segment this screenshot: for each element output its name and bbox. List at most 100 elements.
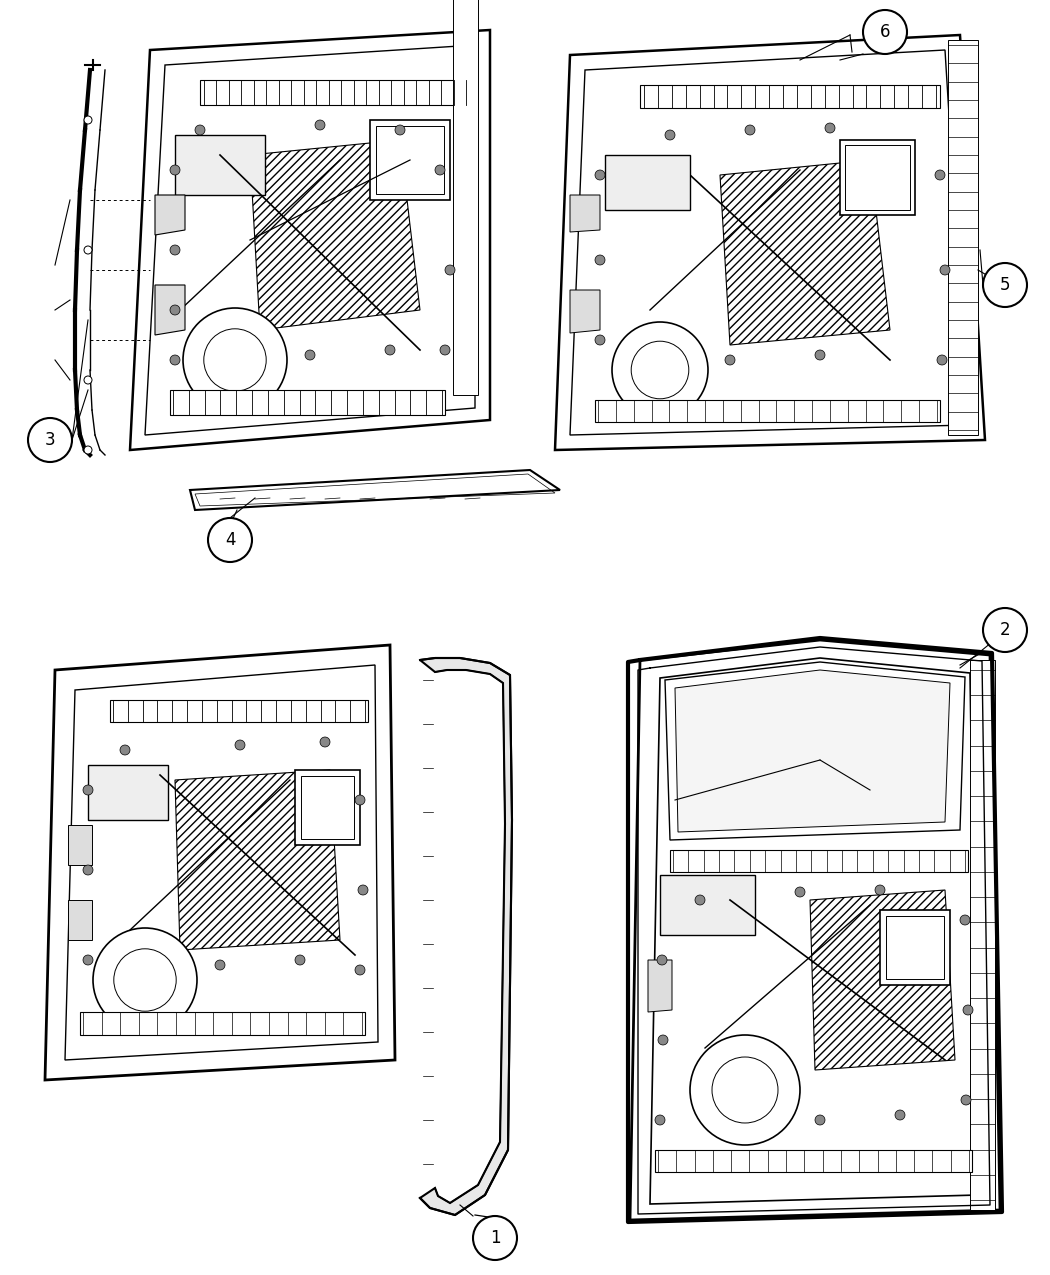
Circle shape bbox=[395, 125, 405, 135]
Circle shape bbox=[83, 955, 93, 965]
Circle shape bbox=[895, 1111, 905, 1119]
Circle shape bbox=[113, 949, 176, 1011]
Circle shape bbox=[960, 915, 970, 924]
Text: 1: 1 bbox=[489, 1229, 500, 1247]
Circle shape bbox=[315, 120, 326, 130]
Circle shape bbox=[355, 965, 365, 975]
Bar bbox=[880, 910, 950, 986]
Circle shape bbox=[875, 885, 885, 895]
Circle shape bbox=[84, 446, 92, 454]
Polygon shape bbox=[665, 662, 965, 840]
Circle shape bbox=[84, 246, 92, 254]
Circle shape bbox=[963, 1005, 973, 1015]
Bar bbox=[376, 126, 444, 194]
Circle shape bbox=[215, 960, 225, 970]
Polygon shape bbox=[175, 770, 340, 950]
Circle shape bbox=[208, 518, 252, 562]
Circle shape bbox=[195, 125, 205, 135]
Bar bbox=[453, 0, 478, 395]
Polygon shape bbox=[190, 470, 560, 510]
Circle shape bbox=[595, 170, 605, 180]
Polygon shape bbox=[45, 645, 395, 1080]
Circle shape bbox=[435, 164, 445, 175]
Circle shape bbox=[235, 740, 245, 750]
Polygon shape bbox=[68, 825, 92, 864]
Circle shape bbox=[983, 263, 1027, 307]
Circle shape bbox=[358, 885, 367, 895]
Text: 4: 4 bbox=[225, 530, 235, 550]
Polygon shape bbox=[155, 195, 185, 235]
Polygon shape bbox=[648, 960, 672, 1012]
Polygon shape bbox=[570, 289, 600, 333]
Circle shape bbox=[631, 342, 689, 399]
Circle shape bbox=[746, 125, 755, 135]
Polygon shape bbox=[570, 195, 600, 232]
Circle shape bbox=[815, 351, 825, 360]
Bar bbox=[660, 875, 755, 935]
Bar bbox=[295, 770, 360, 845]
Polygon shape bbox=[155, 286, 185, 335]
Text: 6: 6 bbox=[880, 23, 890, 41]
Polygon shape bbox=[68, 900, 92, 940]
Circle shape bbox=[658, 1035, 668, 1046]
Text: 5: 5 bbox=[1000, 275, 1010, 295]
Circle shape bbox=[83, 864, 93, 875]
Bar bbox=[886, 915, 944, 979]
Circle shape bbox=[93, 928, 197, 1031]
Circle shape bbox=[937, 354, 947, 365]
Bar bbox=[200, 80, 470, 105]
Circle shape bbox=[472, 1216, 517, 1260]
Polygon shape bbox=[555, 34, 985, 450]
Bar bbox=[80, 1012, 365, 1035]
Bar bbox=[175, 135, 265, 195]
Bar bbox=[655, 1150, 972, 1172]
Text: 3: 3 bbox=[45, 431, 56, 449]
Circle shape bbox=[665, 130, 675, 140]
Polygon shape bbox=[130, 31, 490, 450]
Circle shape bbox=[825, 122, 835, 133]
Circle shape bbox=[612, 323, 708, 418]
Bar bbox=[640, 85, 940, 108]
Circle shape bbox=[712, 1057, 778, 1123]
Circle shape bbox=[120, 745, 130, 755]
Circle shape bbox=[595, 255, 605, 265]
Circle shape bbox=[304, 351, 315, 360]
Circle shape bbox=[83, 785, 93, 796]
Bar bbox=[88, 765, 168, 820]
Bar bbox=[840, 140, 915, 215]
Polygon shape bbox=[720, 159, 890, 346]
Circle shape bbox=[170, 354, 180, 365]
Circle shape bbox=[815, 1116, 825, 1125]
Bar bbox=[595, 400, 940, 422]
Circle shape bbox=[795, 887, 805, 898]
Circle shape bbox=[863, 10, 907, 54]
Circle shape bbox=[170, 164, 180, 175]
Circle shape bbox=[724, 354, 735, 365]
Circle shape bbox=[655, 1116, 665, 1125]
Text: 2: 2 bbox=[1000, 621, 1010, 639]
Circle shape bbox=[385, 346, 395, 354]
Circle shape bbox=[440, 346, 450, 354]
Bar bbox=[948, 40, 978, 435]
Bar bbox=[845, 145, 910, 210]
Bar bbox=[670, 850, 968, 872]
Circle shape bbox=[690, 1035, 800, 1145]
Circle shape bbox=[657, 955, 667, 965]
Circle shape bbox=[183, 309, 287, 412]
Circle shape bbox=[445, 265, 455, 275]
Bar bbox=[970, 660, 995, 1210]
Circle shape bbox=[595, 335, 605, 346]
Circle shape bbox=[295, 955, 304, 965]
Circle shape bbox=[355, 796, 365, 805]
Polygon shape bbox=[250, 140, 420, 330]
Polygon shape bbox=[420, 658, 512, 1215]
Bar bbox=[605, 156, 690, 210]
Circle shape bbox=[961, 1095, 971, 1105]
Bar bbox=[170, 390, 445, 414]
Circle shape bbox=[695, 895, 705, 905]
Circle shape bbox=[28, 418, 72, 462]
Circle shape bbox=[84, 116, 92, 124]
Circle shape bbox=[170, 245, 180, 255]
Circle shape bbox=[934, 170, 945, 180]
Polygon shape bbox=[630, 640, 1000, 1220]
